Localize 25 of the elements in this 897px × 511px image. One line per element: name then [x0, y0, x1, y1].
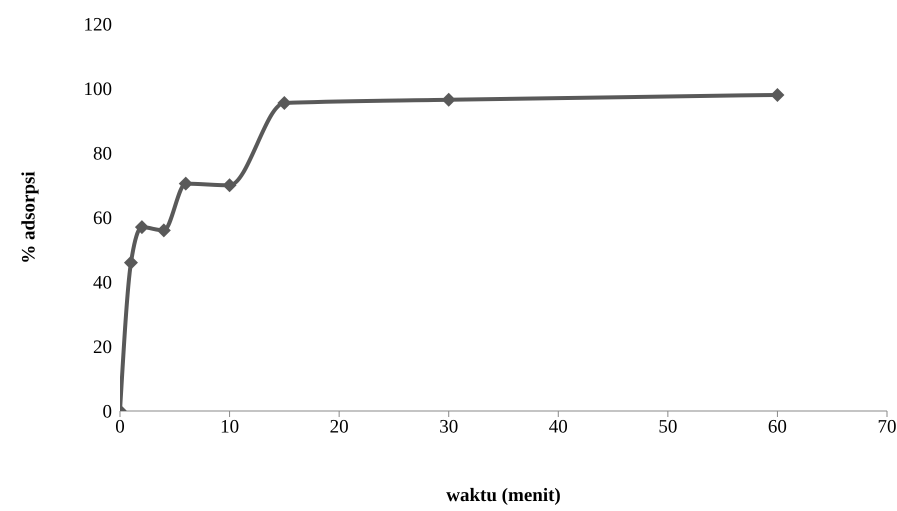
y-tick-label: 80	[93, 144, 112, 165]
y-tick-label: 40	[93, 272, 112, 294]
point	[277, 96, 292, 110]
x-tick-label: 40	[548, 416, 568, 438]
x-tick-label: 20	[330, 416, 349, 438]
y-axis-title: % adsorpsi	[18, 171, 40, 264]
point	[134, 220, 149, 234]
point	[222, 178, 237, 192]
x-tick-label: 30	[439, 416, 458, 438]
x-tick-label: 0	[115, 416, 125, 438]
x-tick-label: 70	[878, 416, 896, 438]
point	[178, 176, 193, 191]
point	[770, 88, 784, 102]
point	[156, 223, 171, 238]
point	[124, 256, 138, 270]
y-tick-label: 0	[102, 402, 112, 423]
y-tick-label: 60	[93, 208, 112, 230]
point	[442, 92, 456, 107]
y-tick-label: 120	[84, 14, 112, 36]
y-tick-label: 20	[93, 337, 112, 358]
x-axis-title: waktu (menit)	[446, 485, 561, 506]
y-tick-label: 100	[84, 79, 112, 100]
x-tick-label: 60	[768, 416, 787, 438]
x-tick-label: 50	[658, 416, 678, 438]
x-tick-label: 10	[220, 416, 240, 438]
